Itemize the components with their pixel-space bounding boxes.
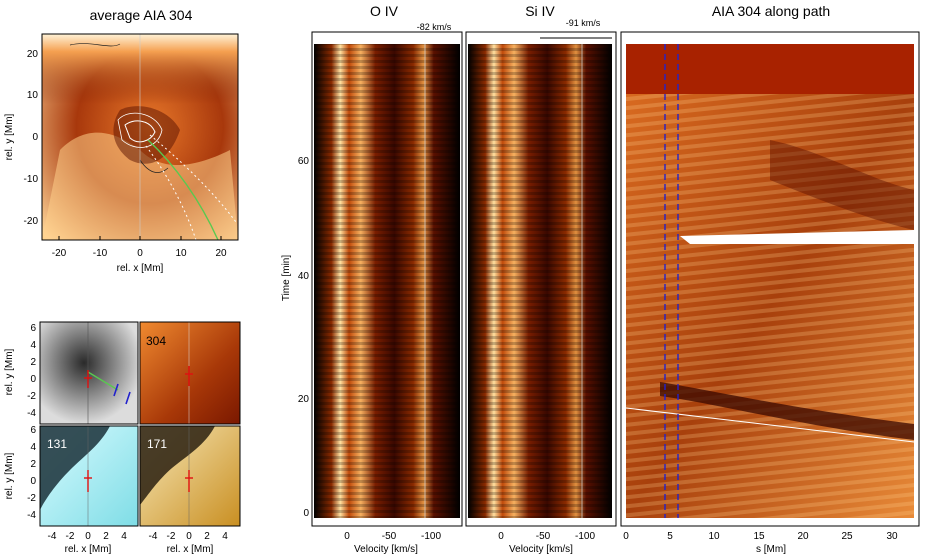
tick-label: 2 bbox=[30, 357, 36, 368]
siiv-velocity-label: Velocity [km/s] bbox=[509, 544, 573, 555]
tick-label: 20 bbox=[298, 394, 310, 405]
tick-label: 4 bbox=[30, 442, 36, 453]
label-171: 171 bbox=[147, 437, 167, 451]
title-siiv: Si IV bbox=[525, 3, 555, 19]
small-x-label-left: rel. x [Mm] bbox=[65, 544, 112, 555]
small-y-label-top: rel. y [Mm] bbox=[4, 348, 15, 395]
tick-label: -2 bbox=[27, 391, 36, 402]
tick-label: 15 bbox=[753, 531, 765, 542]
oiv-velocity-label: Velocity [km/s] bbox=[354, 544, 418, 555]
tick-label: -100 bbox=[421, 531, 441, 542]
small-y-axis-bottom: 6 4 2 0 -2 -4 rel. y [Mm] bbox=[4, 425, 36, 521]
average-aia304-image bbox=[42, 34, 238, 241]
tick-label: 2 bbox=[204, 531, 210, 542]
tick-label: -10 bbox=[24, 174, 39, 185]
tick-label: -50 bbox=[536, 531, 551, 542]
tick-label: -50 bbox=[382, 531, 397, 542]
panel-304: 304 bbox=[139, 321, 241, 425]
tick-label: -2 bbox=[66, 531, 75, 542]
panel-gray bbox=[39, 321, 139, 425]
oiv-velocity-axis: 0 -50 -100 Velocity [km/s] bbox=[344, 531, 441, 555]
tick-label: -20 bbox=[52, 248, 67, 259]
tick-label: 30 bbox=[886, 531, 898, 542]
oiv-spectrum-image bbox=[314, 44, 460, 518]
tick-label: 4 bbox=[222, 531, 228, 542]
tick-label: -100 bbox=[575, 531, 595, 542]
small-x-label-right: rel. x [Mm] bbox=[167, 544, 214, 555]
tick-label: 40 bbox=[298, 271, 310, 282]
tick-label: 10 bbox=[708, 531, 720, 542]
siiv-velocity-annotation: -91 km/s bbox=[566, 18, 601, 28]
tick-label: -4 bbox=[149, 531, 158, 542]
tick-label: 6 bbox=[30, 425, 36, 436]
time-label: Time [min] bbox=[281, 255, 292, 302]
panel-131: 131 bbox=[39, 425, 139, 527]
small-y-label-bottom: rel. y [Mm] bbox=[4, 452, 15, 499]
path-s-axis: 0 5 10 15 20 25 30 s [Mm] bbox=[623, 531, 898, 555]
tick-label: 2 bbox=[103, 531, 109, 542]
tick-label: 5 bbox=[667, 531, 673, 542]
label-304: 304 bbox=[146, 334, 166, 348]
tick-label: 20 bbox=[797, 531, 809, 542]
tick-label: -2 bbox=[167, 531, 176, 542]
tick-label: 0 bbox=[623, 531, 629, 542]
tick-label: 0 bbox=[30, 476, 36, 487]
tick-label: -4 bbox=[27, 510, 36, 521]
tick-label: 10 bbox=[175, 248, 187, 259]
tick-label: 0 bbox=[137, 248, 143, 259]
tick-label: -4 bbox=[27, 408, 36, 419]
tick-label: 10 bbox=[27, 90, 39, 101]
average-y-label: rel. y [Mm] bbox=[4, 113, 15, 160]
tick-label: 4 bbox=[121, 531, 127, 542]
tick-label: 0 bbox=[32, 132, 38, 143]
time-axis: 0 20 40 60 Time [min] bbox=[281, 156, 309, 519]
tick-label: 20 bbox=[215, 248, 227, 259]
tick-label: 60 bbox=[298, 156, 310, 167]
tick-label: 2 bbox=[30, 459, 36, 470]
average-x-label: rel. x [Mm] bbox=[117, 263, 164, 274]
siiv-spectrum-image bbox=[468, 44, 612, 518]
tick-label: 0 bbox=[85, 531, 91, 542]
tick-label: -10 bbox=[93, 248, 108, 259]
tick-label: 0 bbox=[186, 531, 192, 542]
tick-label: 0 bbox=[303, 508, 309, 519]
title-oiv: O IV bbox=[370, 3, 399, 19]
title-average-aia304: average AIA 304 bbox=[90, 7, 193, 23]
average-x-axis: -20 -10 0 10 20 rel. x [Mm] bbox=[52, 236, 227, 274]
tick-label: -4 bbox=[48, 531, 57, 542]
oiv-velocity-annotation: -82 km/s bbox=[417, 22, 452, 32]
panel-171: 171 bbox=[139, 425, 241, 527]
tick-label: -2 bbox=[27, 493, 36, 504]
tick-label: 0 bbox=[344, 531, 350, 542]
small-x-axis-left: -4 -2 0 2 4 rel. x [Mm] bbox=[48, 531, 128, 555]
label-131: 131 bbox=[47, 437, 67, 451]
tick-label: -20 bbox=[24, 216, 39, 227]
tick-label: 25 bbox=[841, 531, 853, 542]
siiv-velocity-axis: 0 -50 -100 Velocity [km/s] bbox=[498, 531, 595, 555]
along-path-image bbox=[625, 44, 915, 518]
title-along-path: AIA 304 along path bbox=[712, 3, 830, 19]
tick-label: 4 bbox=[30, 340, 36, 351]
average-y-axis: 20 10 0 -10 -20 rel. y [Mm] bbox=[4, 49, 38, 227]
tick-label: 6 bbox=[30, 323, 36, 334]
small-y-axis-top: 6 4 2 0 -2 -4 rel. y [Mm] bbox=[4, 323, 36, 419]
tick-label: 20 bbox=[27, 49, 39, 60]
tick-label: 0 bbox=[30, 374, 36, 385]
path-s-label: s [Mm] bbox=[756, 544, 786, 555]
tick-label: 0 bbox=[498, 531, 504, 542]
small-x-axis-right: -4 -2 0 2 4 rel. x [Mm] bbox=[149, 531, 229, 555]
